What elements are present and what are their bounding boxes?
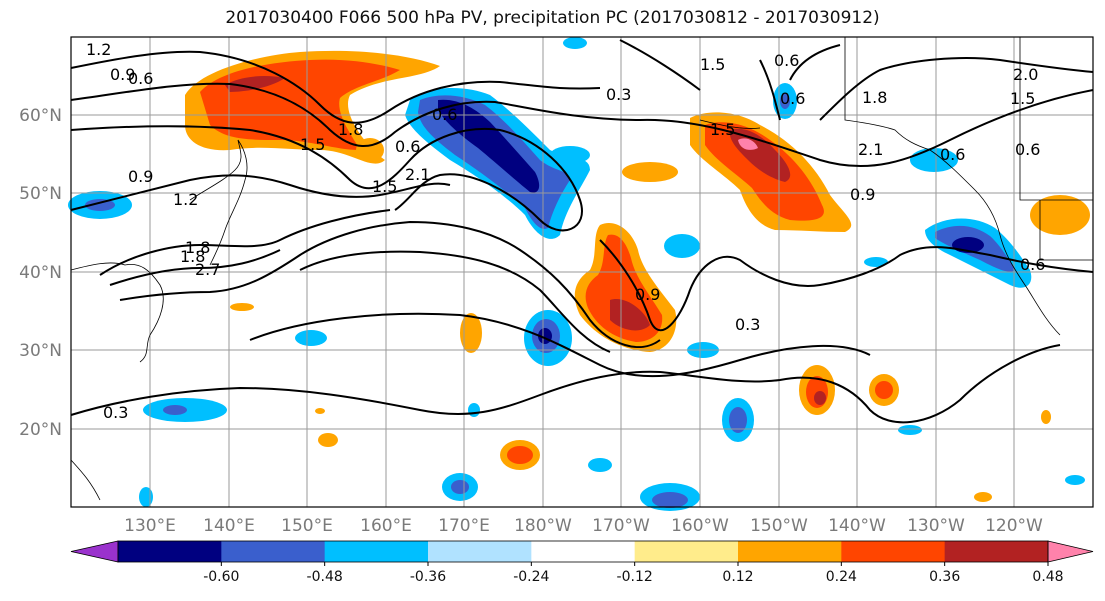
contour-labels: 1.2 0.9 0.6 1.5 0.9 1.2 1.8 2.1 1.5 1.8 … [86,40,1045,422]
contour-label: 0.6 [1015,140,1040,159]
map-panel: 1.2 0.9 0.6 1.5 0.9 1.2 1.8 2.1 1.5 1.8 … [68,36,1094,511]
contour-label: 0.9 [635,285,660,304]
colorbar-segment [738,541,842,562]
map-frame [70,36,1094,508]
map-title: 2017030400 F066 500 hPa PV, precipitatio… [225,8,880,28]
colorbar-tick-label: 0.36 [929,569,960,585]
colorbar-segment [118,541,222,562]
contour-label: 0.6 [1020,255,1045,274]
contour-label: 0.6 [774,51,799,70]
lon-label: 170°E [438,516,490,536]
contour-label: 0.6 [780,89,805,108]
contour-label: 2.1 [405,165,430,184]
colorbar-tick-label: 0.24 [826,569,857,585]
contour-label: 0.3 [103,403,128,422]
gridlines [71,37,1093,507]
lon-label: 130°W [907,516,965,536]
contour-label: 2.7 [195,260,220,279]
colorbar-segment [944,541,1049,562]
contour-label: 1.5 [372,177,397,196]
lon-label: 150°W [750,516,808,536]
colorbar-tick-label: -0.36 [410,569,446,585]
colorbar-segment [634,541,739,562]
colorbar-tick-label: -0.12 [617,569,653,585]
contour-label: 0.9 [128,167,153,186]
contour-label: 0.3 [735,315,760,334]
contour-label: 1.2 [86,40,111,59]
colorbar-segment [531,541,636,562]
colorbar-segment [841,541,946,562]
contour-label: 0.6 [395,137,420,156]
latitude-labels: 60°N 50°N 40°N 30°N 20°N [19,106,62,440]
colorbar-segment [221,541,326,562]
contour-label: 1.2 [173,190,198,209]
lon-label: 180°W [514,516,572,536]
contour-label: 0.9 [110,65,135,84]
lat-label-60n: 60°N [19,106,62,126]
lon-label: 140°W [828,516,886,536]
coastlines [70,37,1093,501]
contour-label: 1.8 [180,247,205,266]
lon-label: 170°W [592,516,650,536]
contour-label: 1.8 [185,238,210,257]
lon-label: 150°E [281,516,333,536]
colorbar-segment [428,541,532,562]
contour-label: 1.5 [710,120,735,139]
contour-label: 0.6 [940,145,965,164]
lon-label: 130°E [124,516,176,536]
colorbar-tick-label: -0.48 [307,569,343,585]
contour-label: 1.5 [700,55,725,74]
contour-label: 0.3 [606,85,631,104]
colorbar-extend-low [70,540,119,563]
colorbar-tick-label: 0.12 [722,569,753,585]
pv-contours [70,39,1094,424]
contour-label: 1.5 [300,135,325,154]
lat-label-50n: 50°N [19,184,62,204]
lon-label: 160°W [671,516,729,536]
contour-label: 1.5 [1010,89,1035,108]
colorbar-tick-label: -0.60 [203,569,239,585]
lon-label: 140°E [203,516,255,536]
contour-label: 0.9 [850,185,875,204]
colorbar-tick-label: -0.24 [513,569,549,585]
contour-label: 1.8 [338,120,363,139]
colorbar-segment [324,541,429,562]
contour-label: 0.6 [128,69,153,88]
colorbar: -0.60 -0.48 -0.36 -0.24 -0.12 0.12 0.24 0.36 0.4… [70,540,1094,585]
longitude-labels: 130°E 140°E 150°E 160°E 170°E 180°W 170°… [124,516,1043,536]
colorbar-outline [117,540,1049,563]
lon-label: 120°W [985,516,1043,536]
contour-label: 2.1 [858,140,883,159]
contour-label: 1.8 [862,88,887,107]
lat-label-20n: 20°N [19,420,62,440]
colorbar-extend-high [1047,540,1094,563]
colorbar-tick-label: 0.48 [1032,569,1063,585]
contour-label: 2.0 [1013,65,1038,84]
lat-label-40n: 40°N [19,263,62,283]
lat-label-30n: 30°N [19,341,62,361]
contour-label: 0.6 [432,105,457,124]
lon-label: 160°E [360,516,412,536]
